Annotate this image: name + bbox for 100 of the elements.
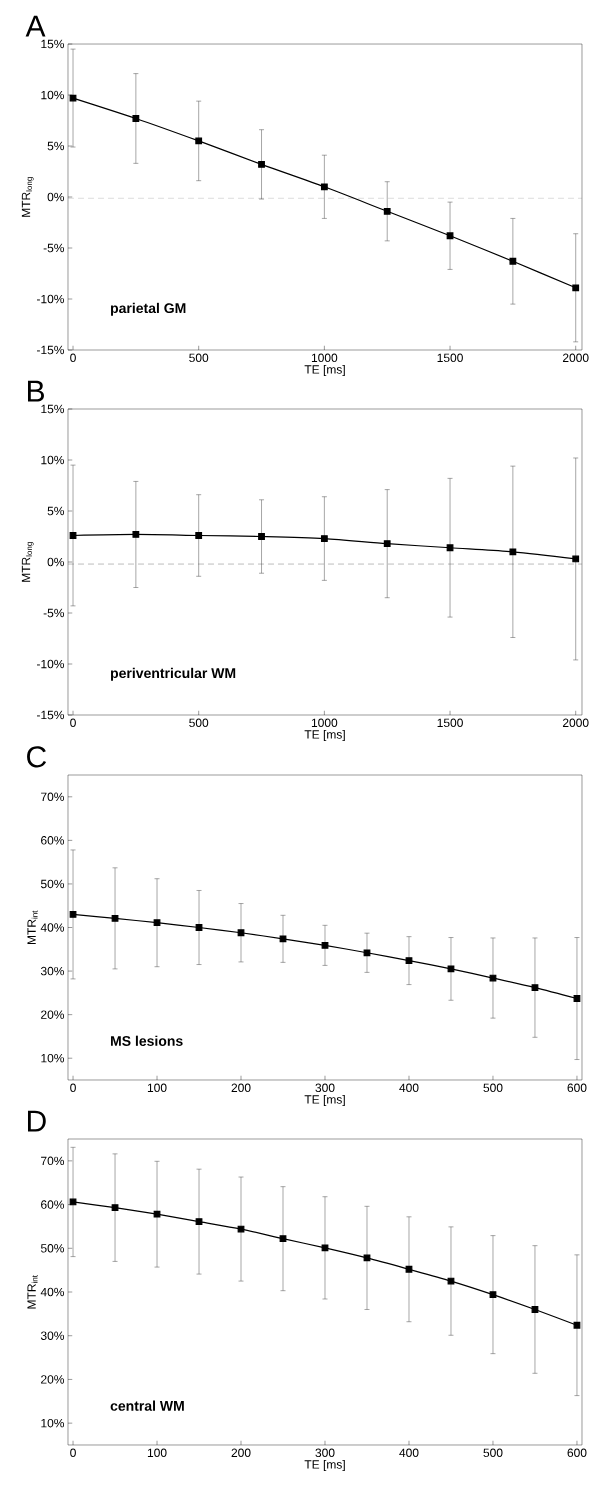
y-tick-label: 60% <box>41 1200 65 1209</box>
x-tick-label: 0 <box>70 718 76 728</box>
x-tick-label: 1000 <box>311 353 338 363</box>
x-tick-label: 2000 <box>562 718 589 728</box>
x-tick-label: 1000 <box>311 718 338 728</box>
y-tick-label: -5% <box>43 608 65 618</box>
x-tick-label: 500 <box>189 718 209 728</box>
point <box>195 532 203 539</box>
x-axis-title: TE [ms] <box>304 1094 345 1107</box>
point <box>383 207 391 215</box>
y-tick-label: 50% <box>40 1244 65 1253</box>
point <box>531 1306 539 1313</box>
point <box>509 548 517 556</box>
x-tick-label: 100 <box>147 1083 167 1093</box>
x-axis-title: TE [ms] <box>304 1459 345 1472</box>
point <box>320 535 328 542</box>
y-axis-title: MTR$_{long}$ <box>21 542 34 582</box>
y-tick-label: -15% <box>36 345 65 355</box>
x-tick-label: 600 <box>567 1448 587 1458</box>
point <box>489 1291 497 1299</box>
chart-title: B <box>27 380 44 402</box>
x-tick-label: 1500 <box>437 718 463 728</box>
y-tick-label: 15% <box>41 404 65 414</box>
point <box>258 160 265 168</box>
point <box>132 531 140 538</box>
y-tick-label: -15% <box>36 710 65 720</box>
point <box>237 929 245 937</box>
point <box>572 284 580 292</box>
x-tick-label: 400 <box>399 1448 419 1458</box>
y-tick-label: 50% <box>40 879 65 889</box>
annotation: parietal GM <box>111 302 186 316</box>
point <box>320 183 328 191</box>
y-tick-label: -10% <box>36 294 65 304</box>
y-tick-label: 70% <box>41 792 65 802</box>
x-tick-label: 0 <box>70 1083 76 1093</box>
y-axis-title: MTR$_{int}$ <box>27 1275 38 1309</box>
y-tick-label: 5% <box>47 506 65 516</box>
chart-title: A <box>25 15 46 37</box>
y-tick-label: 70% <box>41 1156 65 1166</box>
x-tick-label: 300 <box>315 1448 335 1458</box>
x-tick-label: 300 <box>315 1083 335 1093</box>
x-tick-label: 1500 <box>437 353 463 363</box>
point <box>195 137 203 145</box>
chart-title: D <box>27 1110 46 1132</box>
point <box>279 935 287 943</box>
x-tick-label: 0 <box>70 353 76 363</box>
y-tick-label: 10% <box>41 1053 65 1063</box>
point <box>405 957 413 965</box>
point <box>531 984 539 992</box>
y-tick-label: 20% <box>41 1375 65 1384</box>
x-tick-label: 0 <box>70 1448 76 1458</box>
annotation: MS lesions <box>111 1035 183 1046</box>
point <box>447 965 455 973</box>
y-tick-label: 10% <box>41 1418 65 1428</box>
y-tick-label: -10% <box>36 659 65 669</box>
point <box>405 1265 413 1273</box>
x-tick-label: 500 <box>189 353 209 363</box>
x-tick-label: 400 <box>399 1083 419 1093</box>
point <box>237 1225 245 1233</box>
point <box>132 115 140 122</box>
y-tick-label: 30% <box>40 1331 65 1340</box>
y-tick-label: 30% <box>40 966 65 976</box>
point <box>363 1254 371 1262</box>
point <box>446 232 454 240</box>
annotation: central WM <box>110 1400 184 1411</box>
point <box>69 532 77 539</box>
point <box>572 555 580 563</box>
point <box>321 1244 329 1252</box>
x-tick-label: 2000 <box>562 353 589 363</box>
point <box>573 1321 581 1329</box>
point <box>69 911 77 918</box>
y-tick-label: 40% <box>40 923 65 932</box>
point <box>573 995 581 1002</box>
y-tick-label: 60% <box>41 836 65 845</box>
y-tick-label: 40% <box>40 1287 65 1297</box>
point <box>258 533 265 540</box>
x-axis-title: TE [ms] <box>304 364 345 377</box>
point <box>321 941 329 949</box>
annotation: periventricular WM <box>111 667 236 681</box>
x-tick-label: 500 <box>483 1448 503 1458</box>
x-tick-label: 200 <box>231 1083 251 1093</box>
y-tick-label: -5% <box>43 243 65 253</box>
point <box>195 924 203 931</box>
y-axis-title: MTR$_{long}$ <box>21 177 34 217</box>
point <box>111 1204 119 1212</box>
point <box>447 1277 455 1285</box>
y-tick-label: 10% <box>41 90 65 100</box>
y-tick-label: 15% <box>41 39 65 49</box>
y-tick-label: 0% <box>47 557 65 567</box>
point <box>195 1218 203 1226</box>
x-tick-label: 200 <box>231 1448 251 1458</box>
point <box>69 94 77 102</box>
point <box>363 949 371 957</box>
y-tick-label: 10% <box>41 455 65 465</box>
x-tick-label: 100 <box>147 1448 167 1458</box>
y-axis-title: MTR$_{int}$ <box>27 910 38 944</box>
y-tick-label: 5% <box>47 141 65 151</box>
point <box>446 544 454 552</box>
y-tick-label: 0% <box>47 192 65 202</box>
y-tick-label: 20% <box>41 1010 65 1019</box>
